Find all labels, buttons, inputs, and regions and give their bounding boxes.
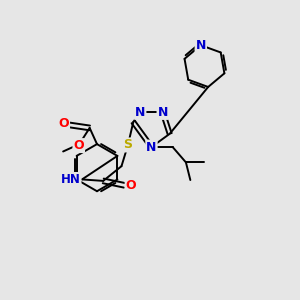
Text: N: N [196,39,206,52]
Text: N: N [146,141,157,154]
Text: N: N [135,106,146,119]
Text: O: O [74,139,84,152]
Text: HN: HN [61,173,81,186]
Text: N: N [158,106,168,119]
Text: S: S [124,139,133,152]
Text: O: O [58,117,69,130]
Text: O: O [126,179,136,192]
